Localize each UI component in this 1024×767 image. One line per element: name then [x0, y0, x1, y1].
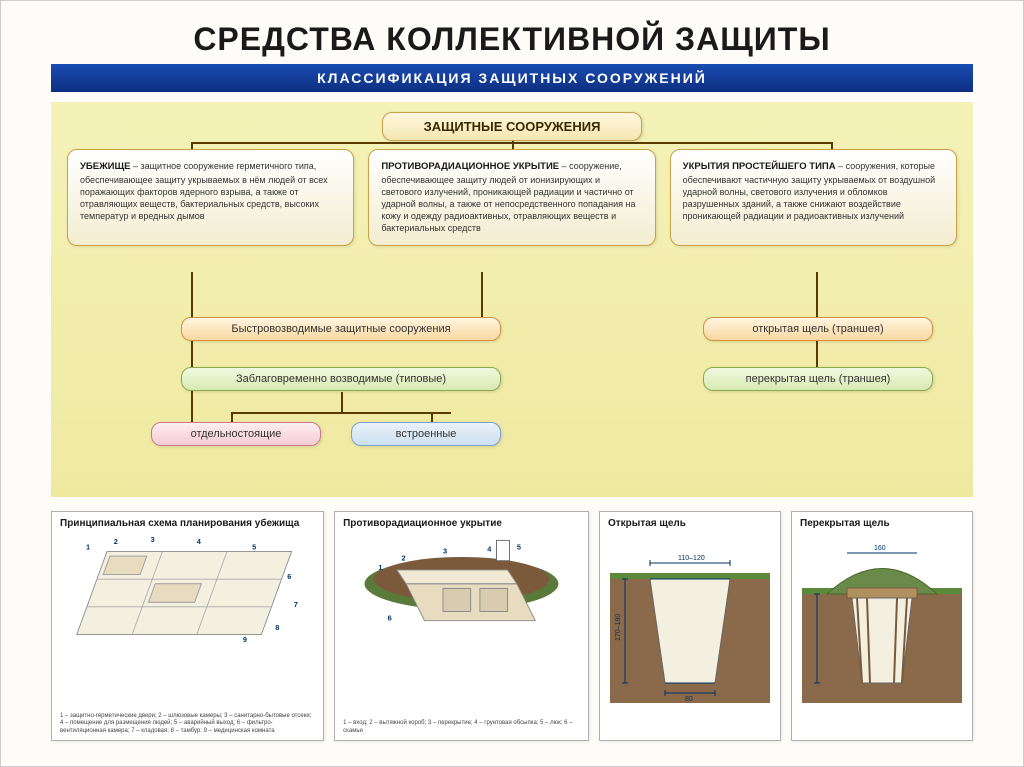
svg-text:110–120: 110–120 [678, 555, 705, 562]
def-simple: УКРЫТИЯ ПРОСТЕЙШЕГО ТИПА – сооружения, к… [670, 149, 957, 246]
svg-text:80: 80 [685, 696, 693, 703]
svg-text:9: 9 [243, 635, 247, 644]
panel-legend: 1 – защитно-герметические двери; 2 – шлю… [60, 713, 315, 736]
panel-shelter-plan: Принципиальная схема планирования убежищ… [51, 511, 324, 741]
svg-text:8: 8 [275, 623, 279, 632]
shelter-plan-svg: 1 2 3 4 5 6 7 8 9 [60, 533, 315, 653]
diagram-row: Принципиальная схема планирования убежищ… [51, 511, 973, 741]
subtitle-bar: КЛАССИФИКАЦИЯ ЗАЩИТНЫХ СООРУЖЕНИЙ [51, 64, 973, 92]
svg-text:3: 3 [151, 535, 155, 544]
panel-title: Перекрытая щель [800, 518, 964, 529]
svg-text:3: 3 [443, 546, 447, 555]
panel-antirad: Противорадиационное укрытие 1 2 3 4 5 6 1 – … [334, 511, 589, 741]
pill-covered-trench: перекрытая щель (траншея) [703, 367, 933, 391]
pill-open-trench: открытая щель (траншея) [703, 317, 933, 341]
svg-text:4: 4 [197, 537, 202, 546]
svg-text:170–180: 170–180 [615, 614, 622, 641]
pill-builtin: встроенные [351, 422, 501, 446]
panel-title: Принципиальная схема планирования убежищ… [60, 518, 315, 529]
svg-text:5: 5 [517, 543, 521, 552]
svg-text:6: 6 [287, 572, 291, 581]
svg-text:1: 1 [86, 543, 90, 552]
svg-text:7: 7 [294, 600, 298, 609]
svg-text:1: 1 [378, 563, 382, 572]
classification-flowchart: ЗАЩИТНЫЕ СООРУЖЕНИЯ УБЕЖИЩЕ – защитное с… [51, 102, 973, 497]
covered-trench-svg: 160 [800, 533, 964, 703]
svg-text:2: 2 [114, 537, 118, 546]
pill-fast-build: Быстровозводимые защитные сооружения [181, 317, 501, 341]
panel-legend: 1 – вход; 2 – вытяжной короб; 3 – перекр… [343, 720, 580, 736]
svg-text:160: 160 [874, 545, 886, 552]
poster-root: СРЕДСТВА КОЛЛЕКТИВНОЙ ЗАЩИТЫ КЛАССИФИКАЦ… [0, 0, 1024, 767]
panel-title: Противорадиационное укрытие [343, 518, 580, 529]
open-trench-svg: 110–120 170–180 80 [608, 533, 772, 703]
def-antirad: ПРОТИВОРАДИАЦИОННОЕ УКРЫТИЕ – сооружение… [368, 149, 655, 246]
antirad-svg: 1 2 3 4 5 6 [343, 533, 580, 653]
svg-text:5: 5 [252, 543, 256, 552]
svg-text:6: 6 [388, 614, 392, 623]
main-title: СРЕДСТВА КОЛЛЕКТИВНОЙ ЗАЩИТЫ [31, 21, 993, 58]
root-node: ЗАЩИТНЫЕ СООРУЖЕНИЯ [382, 112, 642, 141]
panel-title: Открытая щель [608, 518, 772, 529]
svg-text:2: 2 [402, 554, 406, 563]
panel-covered-trench: Перекрытая щель 160 [791, 511, 973, 741]
panel-open-trench: Открытая щель 110–120 170–180 80 [599, 511, 781, 741]
definition-row: УБЕЖИЩЕ – защитное сооружение герметично… [67, 149, 957, 246]
pill-standalone: отдельностоящие [151, 422, 321, 446]
pill-preplanned: Заблаговременно возводимые (типовые) [181, 367, 501, 391]
svg-text:4: 4 [487, 544, 492, 553]
def-shelter: УБЕЖИЩЕ – защитное сооружение герметично… [67, 149, 354, 246]
